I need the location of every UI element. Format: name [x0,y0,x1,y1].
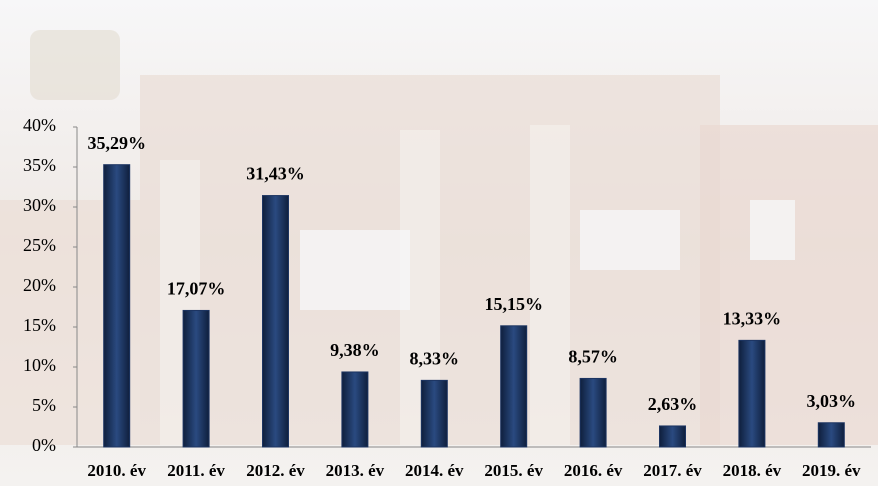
y-tick-label: 0% [32,435,56,455]
y-tick-label: 15% [23,315,56,335]
bar [421,380,447,447]
x-tick-label: 2017. év [643,461,702,480]
value-label: 2,63% [648,394,698,414]
x-tick-label: 2019. év [802,461,861,480]
value-label: 3,03% [807,391,857,411]
value-label: 17,07% [167,279,226,299]
y-tick-label: 35% [23,155,56,175]
x-tick-label: 2012. év [246,461,305,480]
x-tick-label: 2010. év [87,461,146,480]
chart: 0% 5% 10% 15% 20% 25% 30% 35% 40% 2010. év 35,29% 2… [0,0,878,486]
y-tick-label: 25% [23,235,56,255]
page: 0% 5% 10% 15% 20% 25% 30% 35% 40% 2010. év 35,29% 2… [0,0,878,486]
bar [183,310,209,447]
x-tick-label: 2018. év [723,461,782,480]
value-label: 35,29% [87,133,146,153]
bar [660,426,686,447]
value-label: 31,43% [246,164,305,184]
value-label: 8,57% [568,347,618,367]
x-tick-label: 2013. év [326,461,385,480]
value-label: 9,38% [330,340,380,360]
bar [818,423,844,447]
y-tick-label: 5% [32,395,56,415]
bar [104,165,130,447]
y-tick-label: 10% [23,355,56,375]
x-tick-label: 2014. év [405,461,464,480]
value-label: 8,33% [410,348,460,368]
y-tick-label: 40% [23,115,56,135]
value-label: 15,15% [484,294,543,314]
x-tick-label: 2011. év [167,461,225,480]
x-tick-label: 2016. év [564,461,623,480]
bar [342,372,368,447]
y-tick-label: 20% [23,275,56,295]
value-label: 13,33% [723,308,782,328]
bar [739,340,765,447]
bar [501,326,527,447]
x-tick-label: 2015. év [484,461,543,480]
y-tick-label: 30% [23,195,56,215]
bar [263,196,289,447]
bar [580,378,606,447]
